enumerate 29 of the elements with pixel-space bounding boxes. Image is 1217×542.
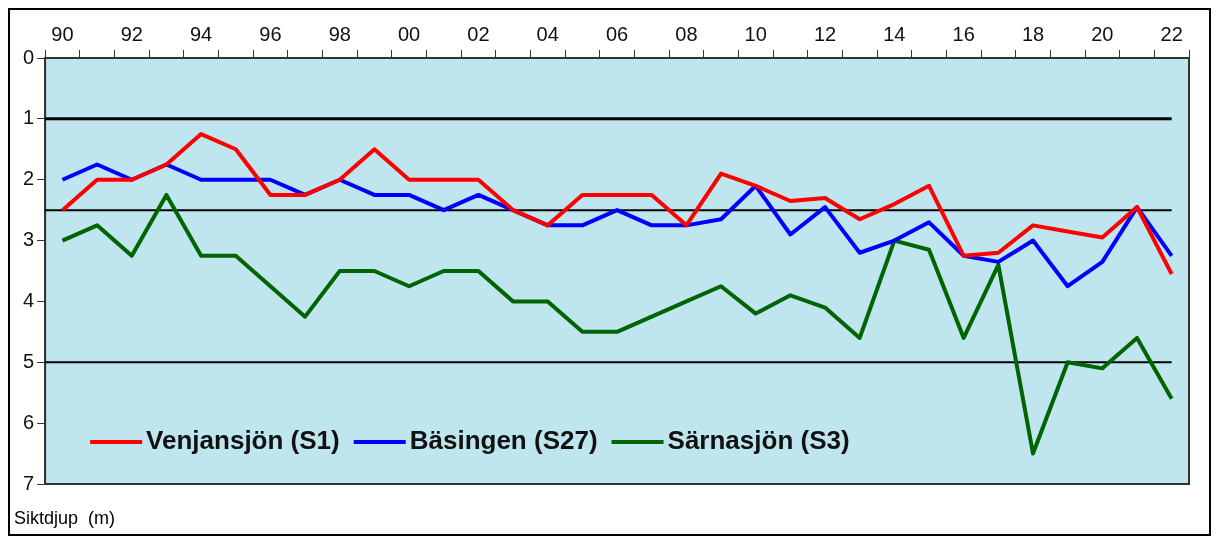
x-tick-label: 08	[675, 22, 698, 45]
y-tick-label: 3	[23, 228, 35, 251]
x-tick-label: 00	[397, 22, 421, 45]
x-tick-label: 14	[883, 22, 906, 45]
x-tick-label: 90	[51, 22, 74, 45]
x-tick-label: 20	[1091, 22, 1114, 45]
x-tick-label: 96	[259, 22, 282, 45]
x-tick-label: 02	[467, 22, 490, 45]
y-tick-label: 0	[23, 45, 35, 68]
y-tick-label: 2	[23, 167, 35, 190]
x-tick-label: 94	[189, 22, 213, 45]
y-tick-label: 1	[23, 106, 35, 129]
y-axis-title: Siktdjup (m)	[14, 507, 116, 528]
legend-label: Bäsingen (S27)	[409, 425, 598, 456]
x-tick-label: 98	[328, 22, 351, 45]
x-tick-label: 92	[120, 22, 143, 45]
x-tick-label: 22	[1160, 22, 1183, 45]
y-tick-label: 4	[23, 288, 35, 311]
y-tick-label: 5	[23, 349, 35, 372]
legend-label: Venjansjön (S1)	[146, 425, 340, 456]
x-tick-label: 18	[1021, 22, 1045, 45]
x-tick-label: 16	[952, 22, 975, 45]
y-tick-label: 6	[23, 410, 35, 433]
x-tick-label: 12	[813, 22, 837, 45]
x-tick-label: 04	[536, 22, 559, 45]
x-tick-label: 06	[605, 22, 629, 45]
x-tick-label: 10	[744, 22, 767, 45]
y-tick-label: 7	[23, 471, 35, 494]
legend-label: Särnasjön (S3)	[667, 425, 850, 456]
